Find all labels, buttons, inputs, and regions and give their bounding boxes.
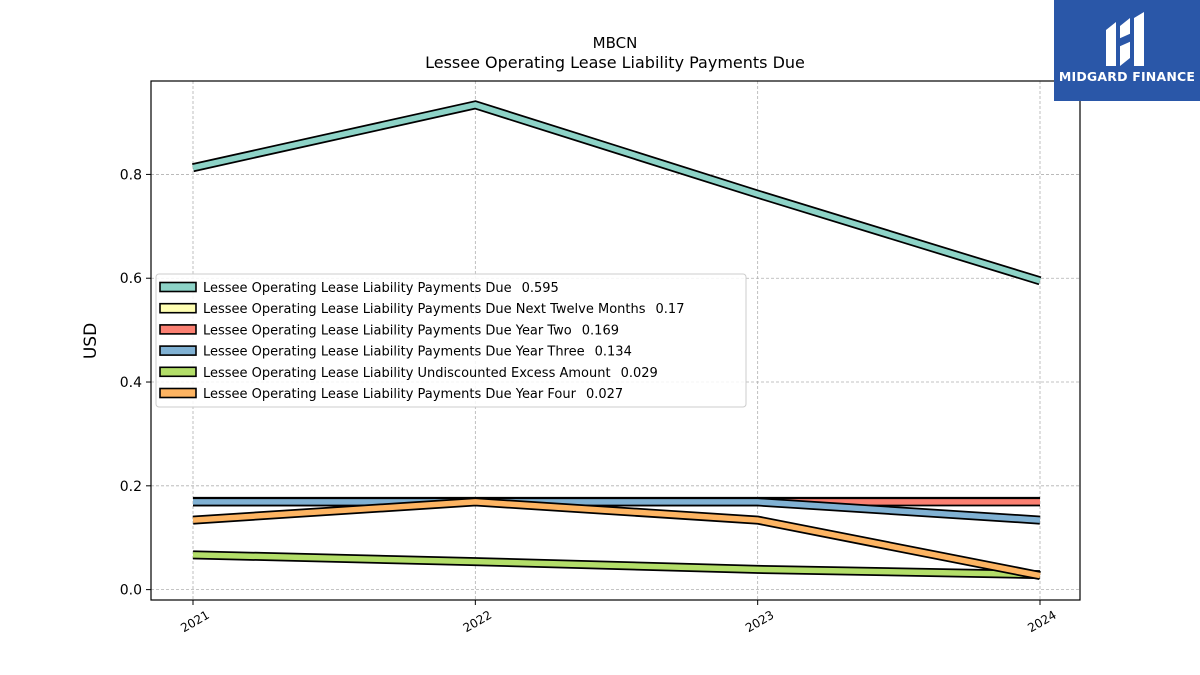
legend-box <box>155 273 747 408</box>
series-5 <box>192 550 1041 580</box>
series-lines <box>192 100 1042 581</box>
legend-label: Lessee Operating Lease Liability Payment… <box>203 345 632 360</box>
series-line <box>192 499 1041 579</box>
series-point <box>475 561 476 562</box>
legend-item: Lessee Operating Lease Liability Payment… <box>159 387 623 402</box>
series-6 <box>192 497 1041 581</box>
legend-swatch <box>159 366 197 378</box>
series-point <box>193 167 194 168</box>
legend-label: Lessee Operating Lease Liability Undisco… <box>203 366 658 381</box>
legend: Lessee Operating Lease Liability Payment… <box>155 273 747 408</box>
legend-series-name: Lessee Operating Lease Liability Payment… <box>203 345 585 360</box>
legend-series-name: Lessee Operating Lease Liability Payment… <box>203 281 512 296</box>
legend-label: Lessee Operating Lease Liability Payment… <box>203 323 619 338</box>
x-tick-label: 2024 <box>1025 608 1058 635</box>
y-tick-label: 0.8 <box>120 167 142 183</box>
y-tick-label: 0.2 <box>120 479 142 495</box>
legend-series-name: Lessee Operating Lease Liability Payment… <box>203 387 577 402</box>
legend-label: Lessee Operating Lease Liability Payment… <box>203 281 559 296</box>
y-axis-label: USD <box>81 323 101 359</box>
x-tick-label: 2021 <box>178 608 211 635</box>
legend-item: Lessee Operating Lease Liability Payment… <box>159 345 632 360</box>
y-tick-label: 0.6 <box>120 271 142 287</box>
series-point <box>1040 501 1041 502</box>
legend-series-value: 0.029 <box>621 366 658 381</box>
series-point <box>757 569 758 570</box>
series-point <box>1040 575 1041 576</box>
series-point <box>193 520 194 521</box>
series-point <box>475 501 476 502</box>
legend-swatch <box>159 345 197 356</box>
series-point <box>475 104 476 105</box>
y-tick-label: 0.4 <box>120 375 142 391</box>
series-4 <box>193 497 1041 525</box>
series-point <box>1040 280 1041 281</box>
x-tick-label: 2022 <box>461 608 494 635</box>
legend-item: Lessee Operating Lease Liability Payment… <box>159 323 619 338</box>
brand-logo: MIDGARD FINANCE <box>1054 0 1200 101</box>
chart-subtitle: Lessee Operating Lease Liability Payment… <box>425 53 805 72</box>
legend-swatch <box>159 387 197 399</box>
legend-series-value: 0.169 <box>582 323 619 338</box>
chart-title: MBCN <box>593 34 638 52</box>
series-1 <box>192 100 1042 286</box>
legend-swatch <box>159 324 197 335</box>
legend-item: Lessee Operating Lease Liability Undisco… <box>159 366 658 381</box>
y-tick-label: 0.0 <box>120 583 142 599</box>
legend-label: Lessee Operating Lease Liability Payment… <box>203 387 623 402</box>
series-point <box>757 501 758 502</box>
series-line <box>193 499 1041 523</box>
legend-label: Lessee Operating Lease Liability Payment… <box>203 302 684 317</box>
legend-item: Lessee Operating Lease Liability Payment… <box>159 302 684 317</box>
legend-series-value: 0.17 <box>656 302 685 317</box>
legend-swatch <box>159 281 197 293</box>
legend-series-value: 0.134 <box>595 345 632 360</box>
legend-series-name: Lessee Operating Lease Liability Payment… <box>203 302 646 317</box>
series-line <box>192 102 1041 284</box>
series-line-outline <box>192 100 1042 286</box>
plot-frame <box>150 80 1081 601</box>
series-point <box>757 194 758 195</box>
series-point <box>193 501 194 502</box>
brand-name: MIDGARD FINANCE <box>1058 69 1196 84</box>
x-tick-label: 2023 <box>743 608 776 635</box>
legend-series-name: Lessee Operating Lease Liability Undisco… <box>203 366 611 381</box>
series-point <box>1040 520 1041 521</box>
legend-series-name: Lessee Operating Lease Liability Payment… <box>203 323 572 338</box>
series-point <box>757 520 758 521</box>
legend-series-value: 0.027 <box>586 387 623 402</box>
series-point <box>193 554 194 555</box>
legend-series-value: 0.595 <box>522 281 559 296</box>
legend-item: Lessee Operating Lease Liability Payment… <box>159 281 559 296</box>
legend-swatch <box>159 302 197 314</box>
brand-logo-icon <box>1106 12 1144 66</box>
series-line <box>192 552 1041 578</box>
